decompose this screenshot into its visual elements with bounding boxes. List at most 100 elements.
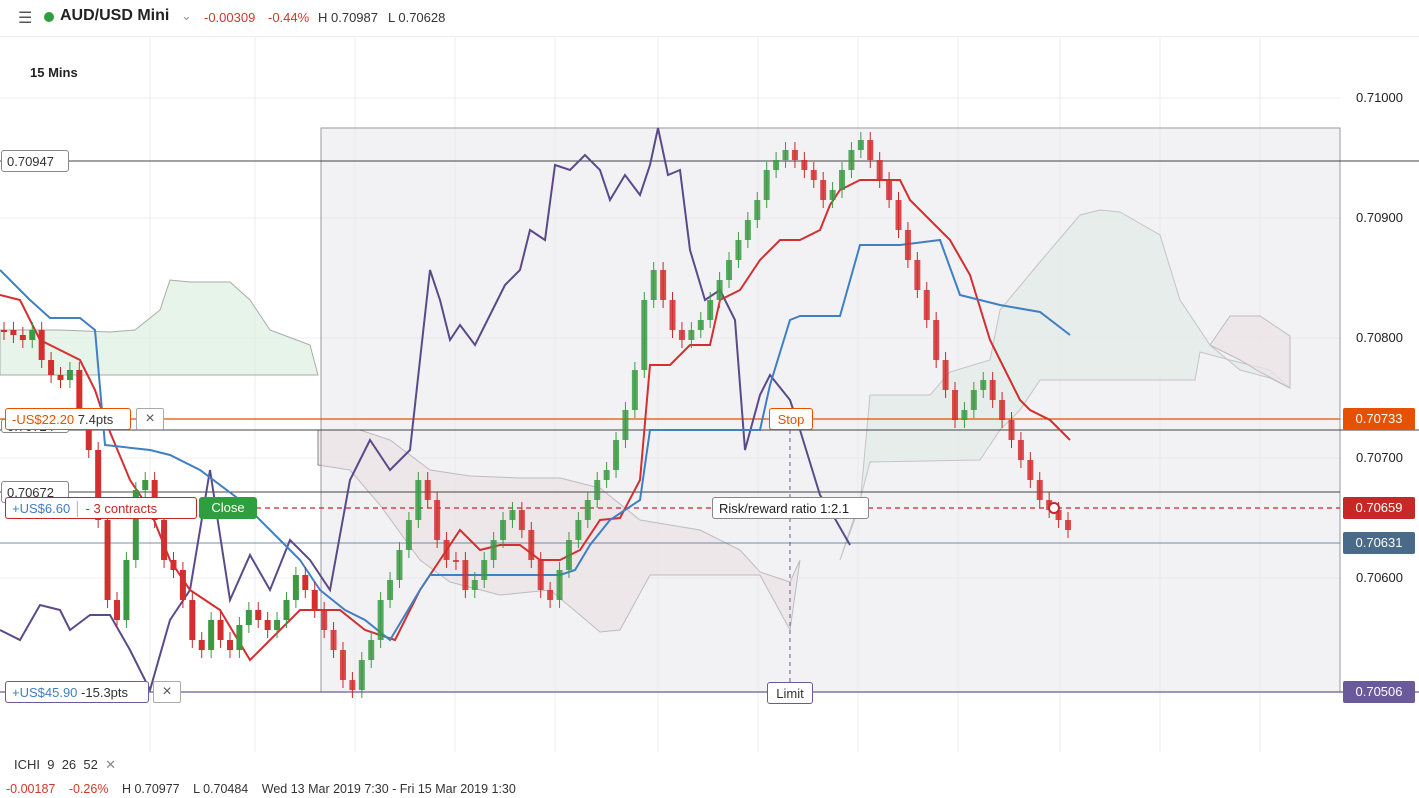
candle-body bbox=[895, 200, 902, 230]
limit-order-pts: -15.3pts bbox=[81, 685, 129, 700]
candle-body bbox=[245, 610, 252, 625]
candle-body bbox=[547, 590, 554, 600]
remove-indicator-icon[interactable]: ✕ bbox=[105, 757, 117, 772]
candle-body bbox=[669, 300, 676, 330]
chevron-down-icon[interactable]: ⌄ bbox=[181, 8, 192, 23]
candle-body bbox=[848, 150, 855, 170]
candle-body bbox=[509, 510, 516, 520]
candle-body bbox=[226, 640, 233, 650]
candle-body bbox=[85, 420, 92, 450]
candle-body bbox=[565, 540, 572, 570]
candle-body bbox=[387, 580, 394, 600]
stop-order-close-icon[interactable]: × bbox=[136, 408, 164, 430]
timeframe-label[interactable]: 15 Mins bbox=[30, 65, 78, 80]
candle-body bbox=[556, 570, 563, 600]
candle-body bbox=[104, 520, 111, 600]
candle-body bbox=[980, 380, 987, 390]
ichimoku-conversion-line bbox=[0, 179, 1071, 662]
candle-body bbox=[208, 620, 215, 650]
stop-order-ticket[interactable]: -US$22.20 7.4pts bbox=[5, 408, 131, 430]
candle-body bbox=[1017, 440, 1024, 460]
candle-body bbox=[10, 330, 17, 335]
range-change-pct: -0.26% bbox=[68, 782, 109, 796]
candle-body bbox=[537, 560, 544, 590]
candle-body bbox=[716, 280, 723, 300]
candle-body bbox=[349, 680, 356, 690]
candle-body bbox=[377, 600, 384, 640]
entry-point-marker[interactable] bbox=[1048, 502, 1060, 514]
candle-body bbox=[810, 170, 817, 180]
price-tick: 0.70900 bbox=[1356, 210, 1403, 225]
candle-body bbox=[1055, 510, 1062, 520]
instrument-name[interactable]: AUD/USD Mini bbox=[60, 7, 170, 24]
candle-body bbox=[481, 560, 488, 580]
candle-body bbox=[707, 300, 714, 320]
limit-marker[interactable]: Limit bbox=[767, 682, 813, 704]
candle-body bbox=[38, 330, 45, 360]
candle-body bbox=[198, 640, 205, 650]
candle-body bbox=[302, 575, 309, 590]
candle-body bbox=[415, 480, 422, 520]
indicator-param-2: 26 bbox=[61, 757, 77, 772]
candle-body bbox=[95, 450, 102, 520]
stop-marker[interactable]: Stop bbox=[769, 408, 813, 430]
candle-body bbox=[490, 540, 497, 560]
candle-body bbox=[311, 590, 318, 610]
candle-body bbox=[518, 510, 525, 530]
range-change: -0.00187 bbox=[6, 782, 56, 796]
indicator-param-1: 9 bbox=[47, 757, 55, 772]
price-chart[interactable] bbox=[0, 36, 1419, 752]
candle-body bbox=[500, 520, 507, 540]
stop-order-pnl: -US$22.20 bbox=[12, 412, 75, 427]
indicator-legend[interactable]: ICHI 9 26 52 ✕ bbox=[14, 757, 116, 773]
candle-body bbox=[396, 550, 403, 580]
candle-body bbox=[330, 630, 337, 650]
candle-body bbox=[584, 500, 591, 520]
candle-body bbox=[867, 140, 874, 160]
range-low: L 0.70484 bbox=[193, 782, 249, 796]
candle-body bbox=[923, 290, 930, 320]
close-position-button[interactable]: Close bbox=[199, 497, 257, 519]
candle-body bbox=[744, 220, 751, 240]
position-pnl: +US$6.60 bbox=[12, 501, 71, 516]
current-price-tag: 0.70631 bbox=[1343, 532, 1415, 554]
candle-body bbox=[970, 390, 977, 410]
candle-body bbox=[48, 360, 55, 375]
candle-body bbox=[132, 490, 139, 560]
session-high: H 0.70987 bbox=[318, 10, 378, 25]
candle-body bbox=[763, 170, 770, 200]
candle-body bbox=[688, 330, 695, 340]
candle-body bbox=[405, 520, 412, 550]
candle-body bbox=[697, 320, 704, 330]
candle-body bbox=[886, 180, 893, 200]
hamburger-icon[interactable]: ☰ bbox=[18, 10, 33, 27]
price-change-pct: -0.44% bbox=[268, 10, 310, 25]
candle-body bbox=[434, 500, 441, 540]
price-tick: 0.70600 bbox=[1356, 570, 1403, 585]
candle-body bbox=[1008, 420, 1015, 440]
candle-body bbox=[462, 560, 469, 590]
candle-body bbox=[904, 230, 911, 260]
candle-body bbox=[170, 560, 177, 570]
candle-body bbox=[782, 150, 789, 160]
candle-body bbox=[942, 360, 949, 390]
candle-body bbox=[622, 410, 629, 440]
candle-body bbox=[829, 190, 836, 200]
candle-body bbox=[754, 200, 761, 220]
ichimoku-cloud-bull bbox=[0, 279, 319, 376]
position-ticket[interactable]: +US$6.60 │ - 3 contracts bbox=[5, 497, 197, 519]
limit-order-pnl: +US$45.90 bbox=[12, 685, 78, 700]
candle-body bbox=[283, 600, 290, 620]
ichimoku-base-line bbox=[0, 238, 1071, 642]
range-high: H 0.70977 bbox=[121, 782, 180, 796]
limit-order-close-icon[interactable]: × bbox=[153, 681, 181, 703]
candle-body bbox=[801, 160, 808, 170]
stop-order-pts: 7.4pts bbox=[77, 412, 114, 427]
candle-body bbox=[791, 150, 798, 160]
candle-body bbox=[443, 540, 450, 560]
candle-body bbox=[1065, 520, 1071, 530]
price-tick: 0.70800 bbox=[1356, 330, 1403, 345]
candle-body bbox=[19, 335, 26, 340]
limit-order-ticket[interactable]: +US$45.90 -15.3pts bbox=[5, 681, 149, 703]
candle-body bbox=[292, 575, 299, 600]
